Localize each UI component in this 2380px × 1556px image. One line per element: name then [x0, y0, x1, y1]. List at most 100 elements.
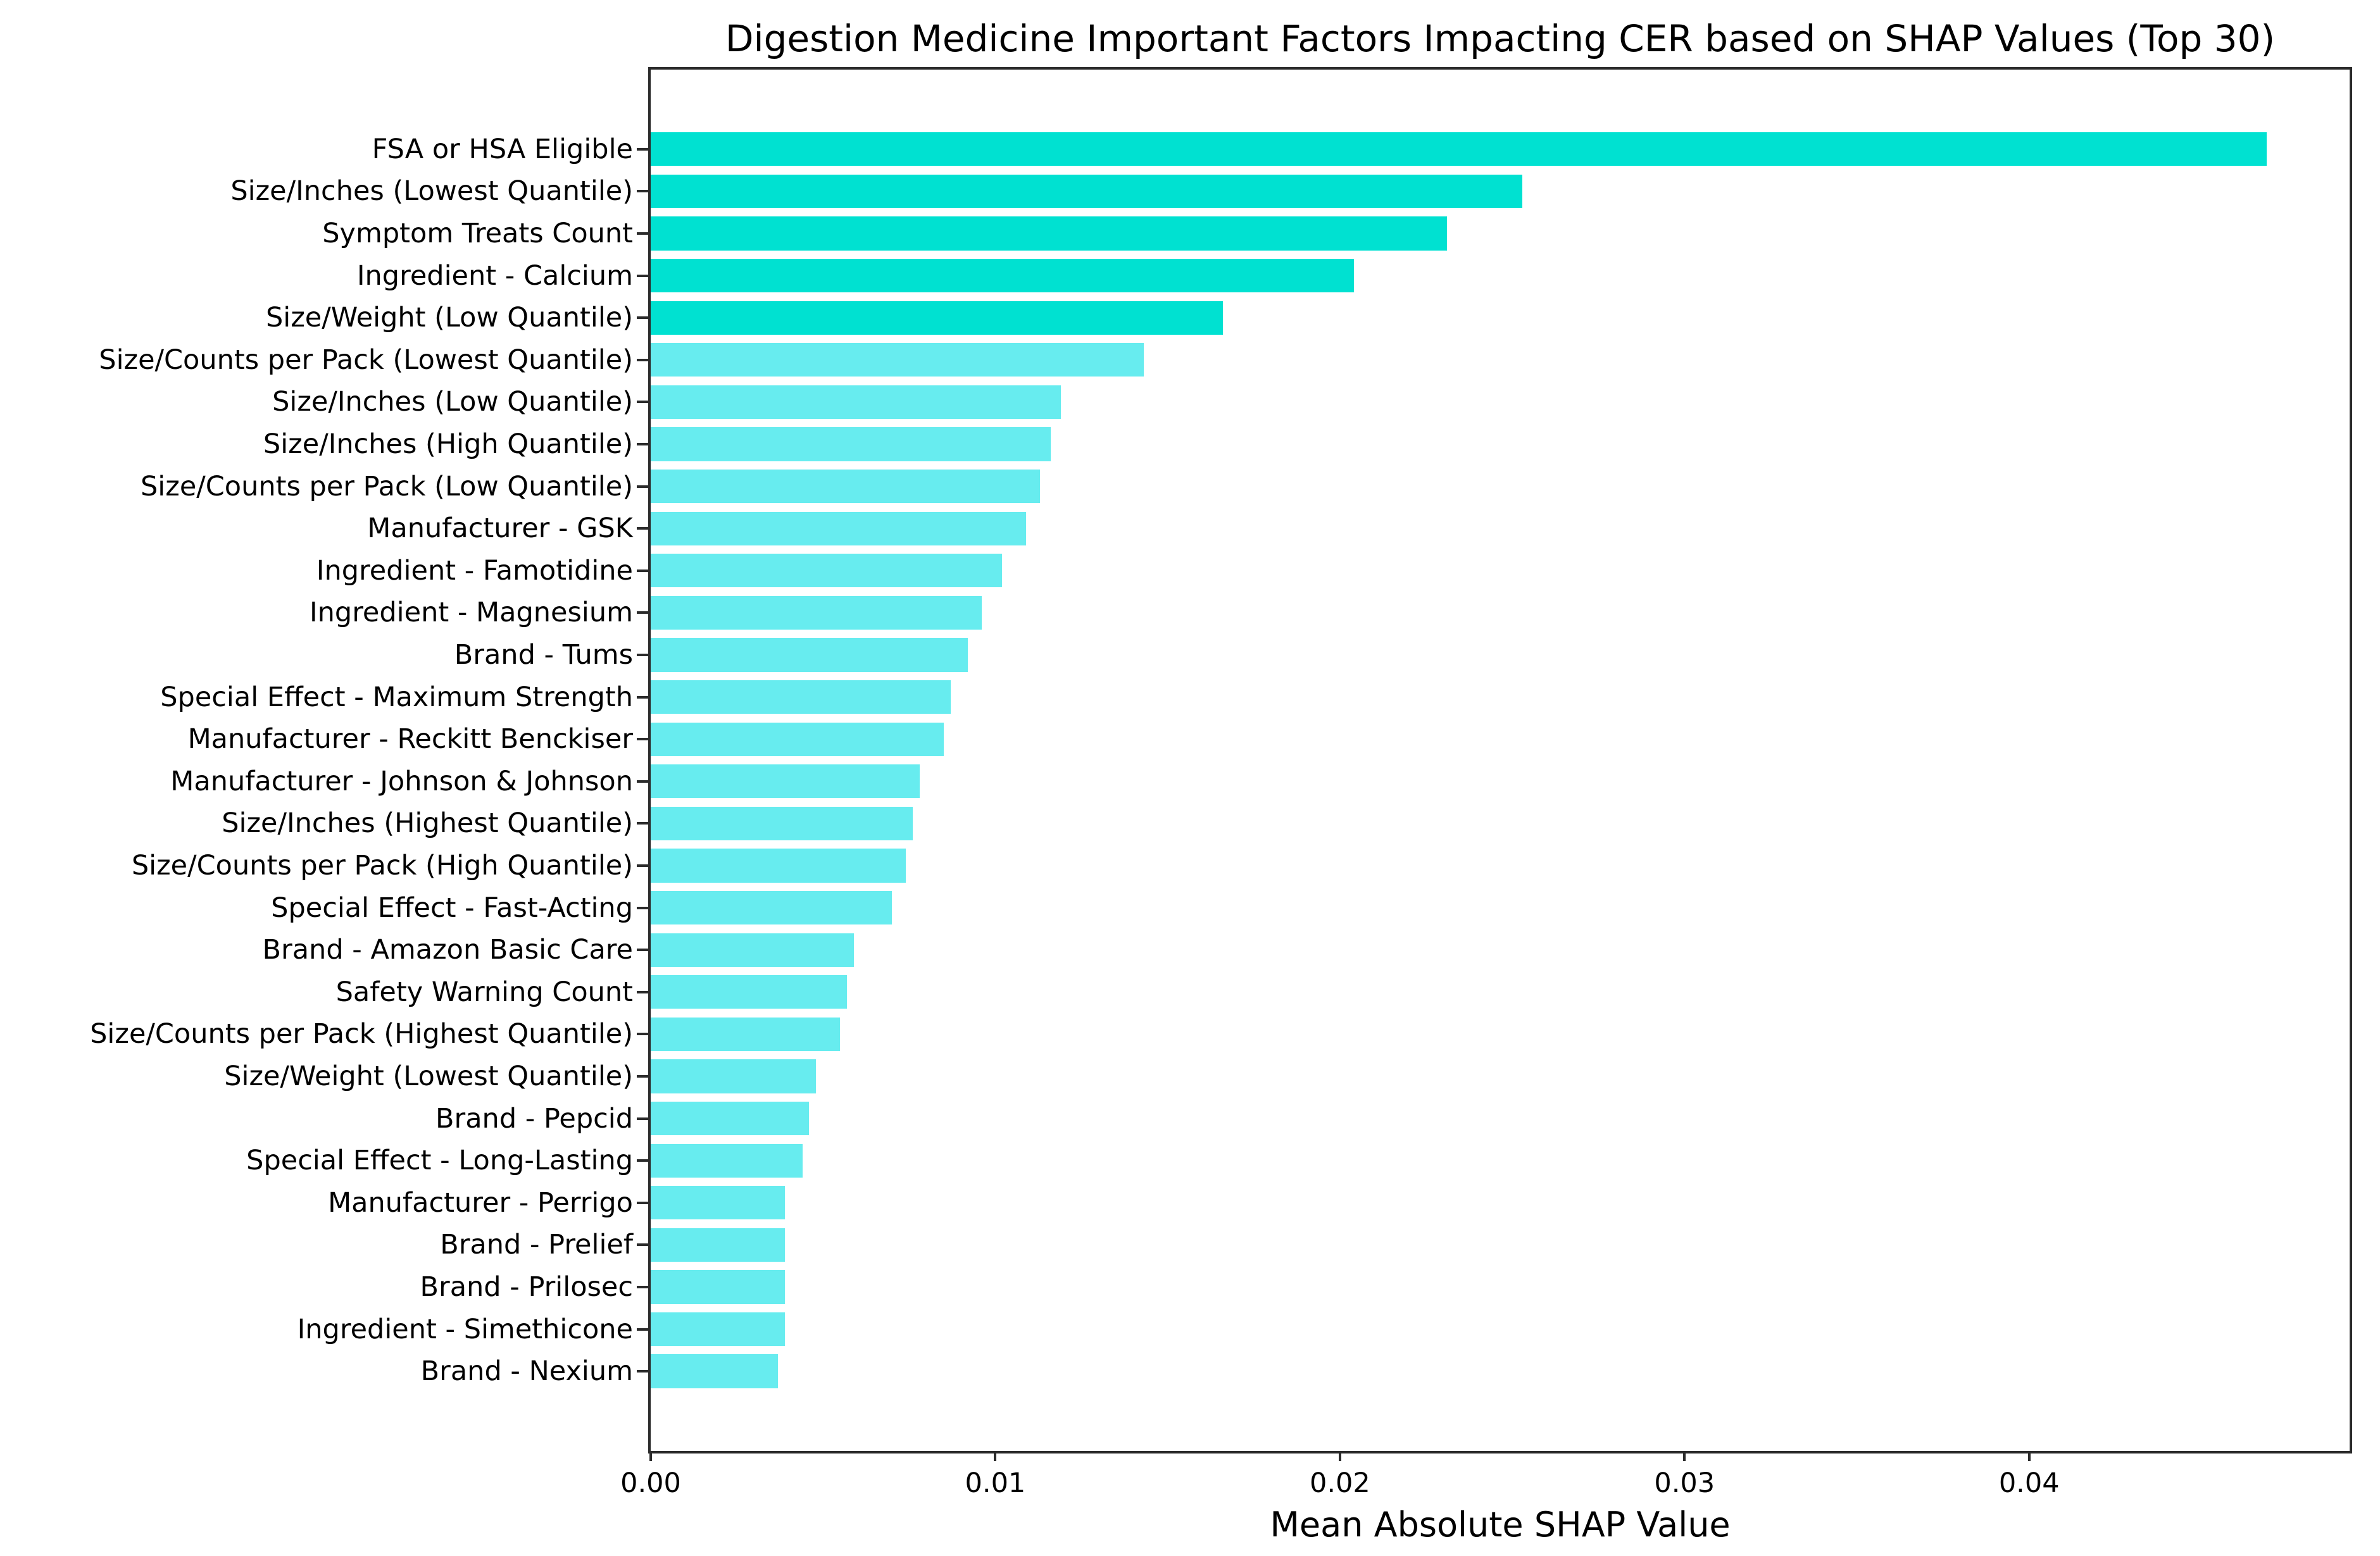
x-tick: [1683, 1451, 1686, 1461]
category-label: Size/Inches (Lowest Quantile): [230, 175, 633, 208]
y-tick: [637, 654, 648, 656]
bar: [651, 849, 906, 883]
x-tick: [994, 1451, 997, 1461]
category-label: Manufacturer - Reckitt Benckiser: [187, 723, 633, 756]
bar: [651, 806, 913, 841]
bar: [651, 1354, 779, 1388]
category-label: Safety Warning Count: [335, 976, 633, 1008]
category-label: Ingredient - Simethicone: [297, 1313, 633, 1345]
y-tick: [637, 906, 648, 909]
right-spine: [2350, 67, 2352, 1453]
bar: [651, 975, 848, 1009]
category-label: Size/Inches (Low Quantile): [272, 386, 633, 418]
category-label: Size/Weight (Low Quantile): [265, 302, 633, 334]
bar: [651, 554, 1003, 588]
y-tick: [637, 1285, 648, 1288]
bar: [651, 259, 1354, 293]
bar: [651, 1143, 803, 1178]
bar: [651, 301, 1223, 335]
y-tick: [637, 949, 648, 952]
y-tick: [637, 611, 648, 614]
x-tick-label: 0.03: [1654, 1467, 1715, 1499]
category-label: Symptom Treats Count: [322, 218, 633, 250]
bar: [651, 427, 1051, 461]
category-label: Manufacturer - Johnson & Johnson: [170, 765, 633, 797]
y-tick: [637, 864, 648, 867]
category-label: Special Effect - Fast-Acting: [271, 892, 633, 924]
category-label: Size/Counts per Pack (Highest Quantile): [90, 1018, 633, 1050]
bar: [651, 680, 951, 714]
y-tick: [637, 485, 648, 488]
y-tick: [637, 1243, 648, 1247]
category-label: Size/Inches (Highest Quantile): [222, 807, 633, 840]
bar: [651, 1186, 786, 1220]
category-label: Size/Counts per Pack (High Quantile): [131, 849, 633, 881]
y-tick: [637, 1159, 648, 1162]
category-label: Size/Counts per Pack (Lowest Quantile): [99, 344, 633, 376]
x-tick: [2027, 1451, 2031, 1461]
plot-area: 0.00 0.01 0.02 0.03 0.04: [620, 67, 2352, 1499]
x-tick-label: 0.04: [1998, 1467, 2060, 1499]
bar: [651, 469, 1041, 504]
y-tick: [637, 1201, 648, 1204]
y-tick: [637, 358, 648, 361]
y-axis-labels: FSA or HSA Eligible Size/Inches (Lowest Q…: [0, 70, 633, 1451]
y-tick: [637, 569, 648, 572]
bar: [651, 174, 1523, 209]
y-tick: [637, 990, 648, 993]
bottom-spine: [648, 1451, 2352, 1453]
category-label: Ingredient - Magnesium: [309, 597, 633, 629]
category-label: Brand - Prelief: [440, 1229, 633, 1261]
y-tick: [637, 274, 648, 277]
category-label: Size/Weight (Lowest Quantile): [224, 1060, 633, 1092]
category-label: Size/Inches (High Quantile): [263, 428, 633, 461]
x-tick: [1338, 1451, 1341, 1461]
category-label: FSA or HSA Eligible: [372, 133, 633, 165]
bar: [651, 343, 1144, 377]
x-tick-label: 0.02: [1309, 1467, 1370, 1499]
category-label: Special Effect - Long-Lasting: [246, 1145, 633, 1177]
bar: [651, 764, 920, 799]
y-tick: [637, 316, 648, 320]
category-label: Special Effect - Maximum Strength: [160, 681, 633, 713]
y-tick: [637, 738, 648, 741]
y-tick: [637, 401, 648, 404]
category-label: Brand - Prilosec: [420, 1271, 633, 1303]
bar: [651, 890, 892, 925]
x-tick-label: 0.00: [620, 1467, 681, 1499]
category-label: Brand - Tums: [454, 639, 633, 671]
chart-title: Digestion Medicine Important Factors Imp…: [725, 17, 2276, 60]
bar: [651, 1312, 786, 1347]
x-axis-label: Mean Absolute SHAP Value: [1270, 1505, 1731, 1545]
y-tick: [637, 443, 648, 446]
y-tick: [637, 1117, 648, 1120]
y-tick: [637, 822, 648, 825]
bar: [651, 1101, 810, 1136]
y-tick: [637, 695, 648, 699]
y-tick: [637, 527, 648, 530]
bar: [651, 132, 2267, 166]
y-tick: [637, 1033, 648, 1036]
category-label: Manufacturer - Perrigo: [328, 1186, 633, 1219]
category-label: Manufacturer - GSK: [367, 513, 633, 545]
top-spine: [648, 67, 2352, 70]
category-label: Ingredient - Famotidine: [316, 554, 633, 587]
bar: [651, 595, 982, 630]
bar: [651, 1059, 817, 1093]
y-tick: [637, 1370, 648, 1373]
y-tick: [637, 1328, 648, 1331]
category-label: Brand - Nexium: [420, 1355, 633, 1388]
bar: [651, 1017, 841, 1051]
bar: [651, 385, 1061, 420]
left-spine: [648, 67, 651, 1453]
bar: [651, 511, 1027, 545]
category-label: Brand - Pepcid: [435, 1102, 633, 1135]
y-tick: [637, 780, 648, 783]
y-tick: [637, 190, 648, 193]
bar: [651, 216, 1447, 251]
category-label: Ingredient - Calcium: [356, 259, 633, 292]
bar: [651, 722, 944, 756]
bar: [651, 933, 855, 967]
bar: [651, 1228, 786, 1262]
